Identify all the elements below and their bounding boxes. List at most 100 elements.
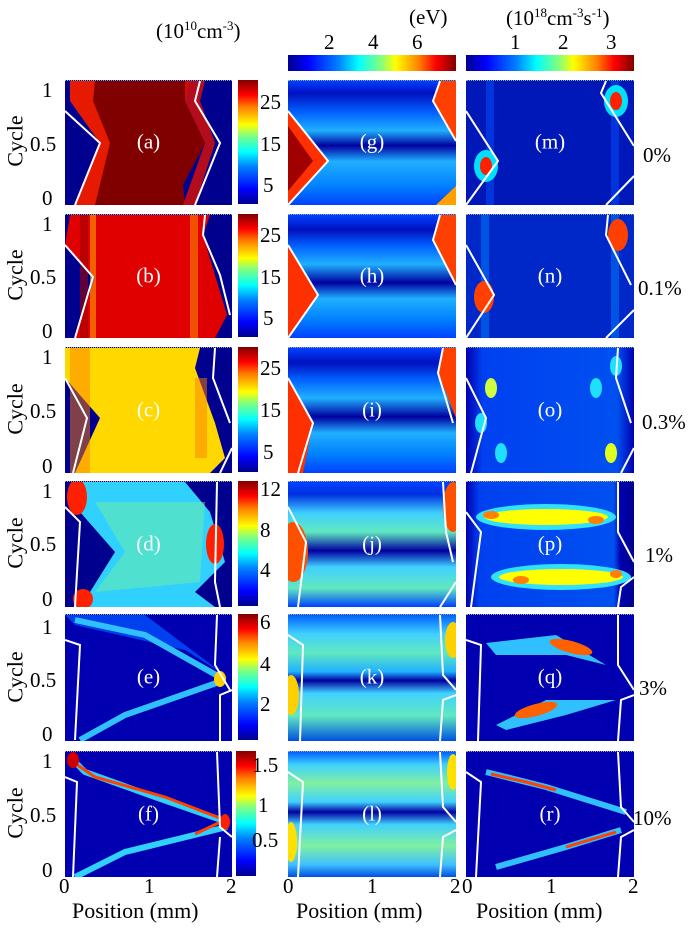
te-colorbar [288,55,456,71]
heatmap-panel-e: (e) [65,614,232,741]
y-tick: 0.5 [30,265,57,289]
row-label: 0.3% [642,410,686,434]
heatmap-panel-a: (a) [65,80,232,205]
x-axis-label: Position (mm) [72,898,199,923]
panel-label: (g) [359,129,385,154]
y-axis-label: Cycle [2,517,28,569]
panel-label: (n) [537,262,563,287]
y-tick: 0 [42,587,53,611]
panel-label: (p) [537,530,563,555]
y-axis-label: Cycle [2,787,28,839]
heatmap-panel-q: (q) [466,614,634,741]
panel-label: (j) [362,530,382,555]
ion-colorbar-tick: 1 [510,30,521,54]
y-tick: 0 [42,454,53,478]
panel-label: (m) [534,129,566,154]
row-label: 3% [639,676,667,700]
colorbar-tick: 0.5 [252,828,279,852]
y-axis-label: Cycle [2,249,28,301]
heatmap-panel-j: (j) [288,481,456,607]
density-colorbar [238,80,258,204]
colorbar-tick: 4 [260,558,271,582]
x-tick: 1 [367,874,378,898]
x-axis-label: Position (mm) [296,898,423,923]
heatmap-panel-n: (n) [466,214,634,338]
x-tick: 0 [59,874,70,898]
heatmap-panel-f: (f) [65,751,232,877]
heatmap-panel-l: (l) [288,751,456,877]
colorbar-tick: 15 [260,398,281,422]
x-tick: 1 [546,874,557,898]
y-tick: 0 [42,722,53,746]
y-tick: 0 [42,186,53,210]
y-axis-label: Cycle [2,383,28,435]
heatmap-panel-d: (d) [65,481,232,607]
colorbar-tick: 25 [260,356,281,380]
colorbar-tick: 25 [260,90,281,114]
colorbar-tick: 1 [258,793,269,817]
ion-colorbar [466,55,634,71]
y-axis-label: Cycle [2,651,28,703]
y-tick: 1 [42,78,53,102]
y-tick: 0.5 [30,132,57,156]
colorbar-tick: 15 [260,265,281,289]
colorbar-tick: 2 [260,692,271,716]
colorbar-tick: 4 [260,652,271,676]
panel-label: (e) [136,664,161,689]
row-label: 10% [633,806,672,830]
panel-label: (h) [359,262,385,287]
heatmap-panel-r: (r) [466,751,634,877]
y-tick: 1 [42,345,53,369]
x-tick: 2 [628,874,639,898]
panel-label: (b) [136,262,161,287]
x-tick: 2 [450,874,461,898]
colorbar-tick: 15 [260,132,281,156]
panel-label: (a) [136,129,161,154]
y-tick: 0 [42,319,53,343]
panel-label: (l) [362,800,382,825]
heatmap-panel-m: (m) [466,80,634,205]
y-axis-label: Cycle [2,115,28,167]
heatmap-panel-o: (o) [466,347,634,473]
panel-label: (q) [537,664,563,689]
colorbar-tick: 5 [263,440,274,464]
te-colorbar-tick: 2 [324,30,335,54]
x-tick: 1 [144,874,155,898]
density-unit-label: (1010cm-3) [156,18,241,43]
y-tick: 0.5 [30,668,57,692]
te-colorbar-tick: 6 [412,30,423,54]
y-tick: 0.5 [30,532,57,556]
te-colorbar-tick: 4 [368,30,379,54]
colorbar-tick: 25 [260,223,281,247]
heatmap-panel-g: (g) [288,80,456,205]
heatmap-panel-k: (k) [288,614,456,741]
density-colorbar [238,347,258,472]
density-colorbar [238,481,258,606]
colorbar-tick: 5 [263,173,274,197]
ion-colorbar-tick: 2 [558,30,569,54]
panel-label: (o) [537,396,563,421]
panel-label: (i) [362,396,382,421]
colorbar-tick: 12 [260,477,281,501]
y-tick: 0.5 [30,399,57,423]
x-tick: 2 [226,874,237,898]
colorbar-tick: 6 [260,610,271,634]
te-unit-label: (eV) [409,5,448,29]
x-axis-label: Position (mm) [476,898,603,923]
y-tick: 0.5 [30,803,57,827]
heatmap-panel-b: (b) [65,214,232,338]
panel-label: (r) [539,800,561,825]
heatmap-panel-h: (h) [288,214,456,338]
colorbar-tick: 1.5 [252,753,279,777]
row-label: 0.1% [638,276,682,300]
density-colorbar [238,214,258,337]
panel-label: (k) [359,664,385,689]
panel-label: (d) [136,530,161,555]
heatmap-panel-i: (i) [288,347,456,473]
x-tick: 0 [462,874,473,898]
x-tick: 0 [283,874,294,898]
ion-unit-label: (1018cm-3s-1) [506,5,610,30]
panel-label: (c) [136,396,161,421]
row-label: 1% [645,543,673,567]
colorbar-tick: 5 [263,306,274,330]
